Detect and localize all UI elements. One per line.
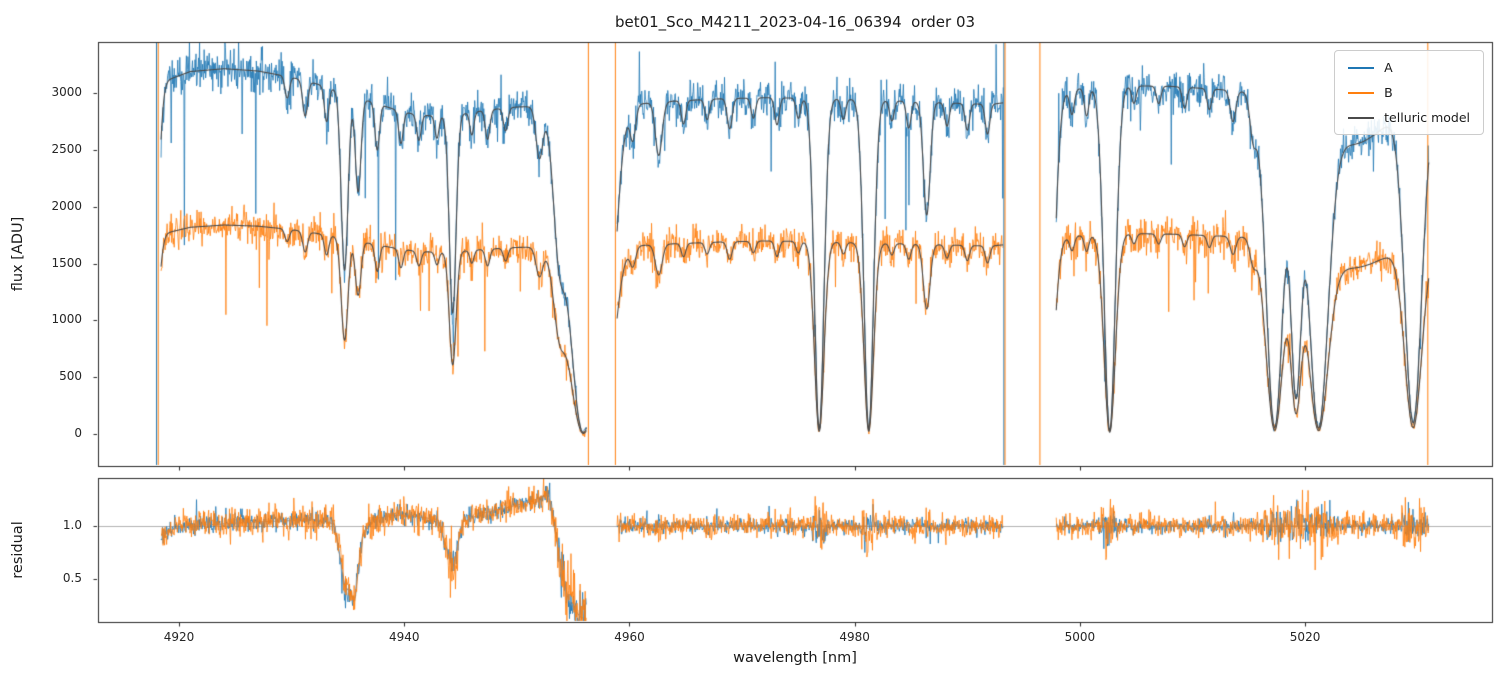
y-tick-label: 0 (74, 426, 82, 441)
x-tick-label: 4940 (388, 630, 420, 644)
x-tick-label: 4960 (614, 630, 645, 644)
y-tick-label: 500 (59, 369, 82, 384)
x-tick-label: 4920 (163, 630, 195, 644)
y-tick-label: 2000 (51, 198, 82, 213)
legend-label: telluric model (1384, 110, 1470, 125)
legend-line-swatch (1348, 91, 1375, 94)
legend-entry: B (1348, 85, 1470, 100)
y-tick-label: 2500 (51, 141, 82, 156)
y-tick-label: 1000 (51, 312, 82, 327)
legend-line-swatch (1348, 116, 1375, 119)
legend-entry: telluric model (1348, 110, 1470, 125)
wavelength-axis-label: wavelength [nm] (733, 650, 857, 666)
y-tick-label: 1500 (51, 255, 82, 270)
flux-axis-label: flux [ADU] (10, 216, 26, 292)
y-tick-label: 1.0 (62, 518, 82, 532)
legend-label: A (1384, 60, 1393, 75)
x-tick-label: 5000 (1064, 630, 1096, 644)
x-tick-label: 5020 (1289, 630, 1321, 644)
y-tick-label: 0.5 (62, 571, 82, 586)
y-tick-label: 3000 (51, 85, 82, 100)
x-tick-label: 4980 (839, 630, 870, 644)
legend-label: B (1384, 85, 1393, 100)
legend-entry: A (1348, 60, 1470, 75)
chart-title: bet01_Sco_M4211_2023-04-16_06394 order 0… (614, 13, 976, 31)
legend-line-swatch (1348, 66, 1375, 69)
